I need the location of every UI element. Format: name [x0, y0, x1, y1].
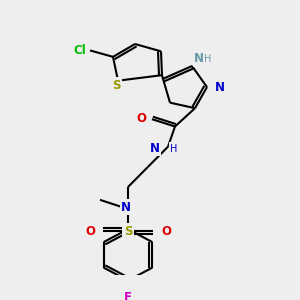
Text: N: N: [194, 52, 204, 65]
Text: H: H: [170, 143, 177, 154]
Text: N: N: [215, 81, 225, 94]
Text: O: O: [85, 224, 95, 238]
Text: Cl: Cl: [73, 44, 86, 57]
Text: H: H: [204, 54, 212, 64]
Text: N: N: [150, 142, 160, 155]
Text: N: N: [121, 201, 131, 214]
Text: S: S: [112, 79, 120, 92]
Text: F: F: [124, 290, 132, 300]
Text: O: O: [161, 224, 171, 238]
Text: S: S: [124, 224, 132, 238]
Text: O: O: [136, 112, 146, 125]
